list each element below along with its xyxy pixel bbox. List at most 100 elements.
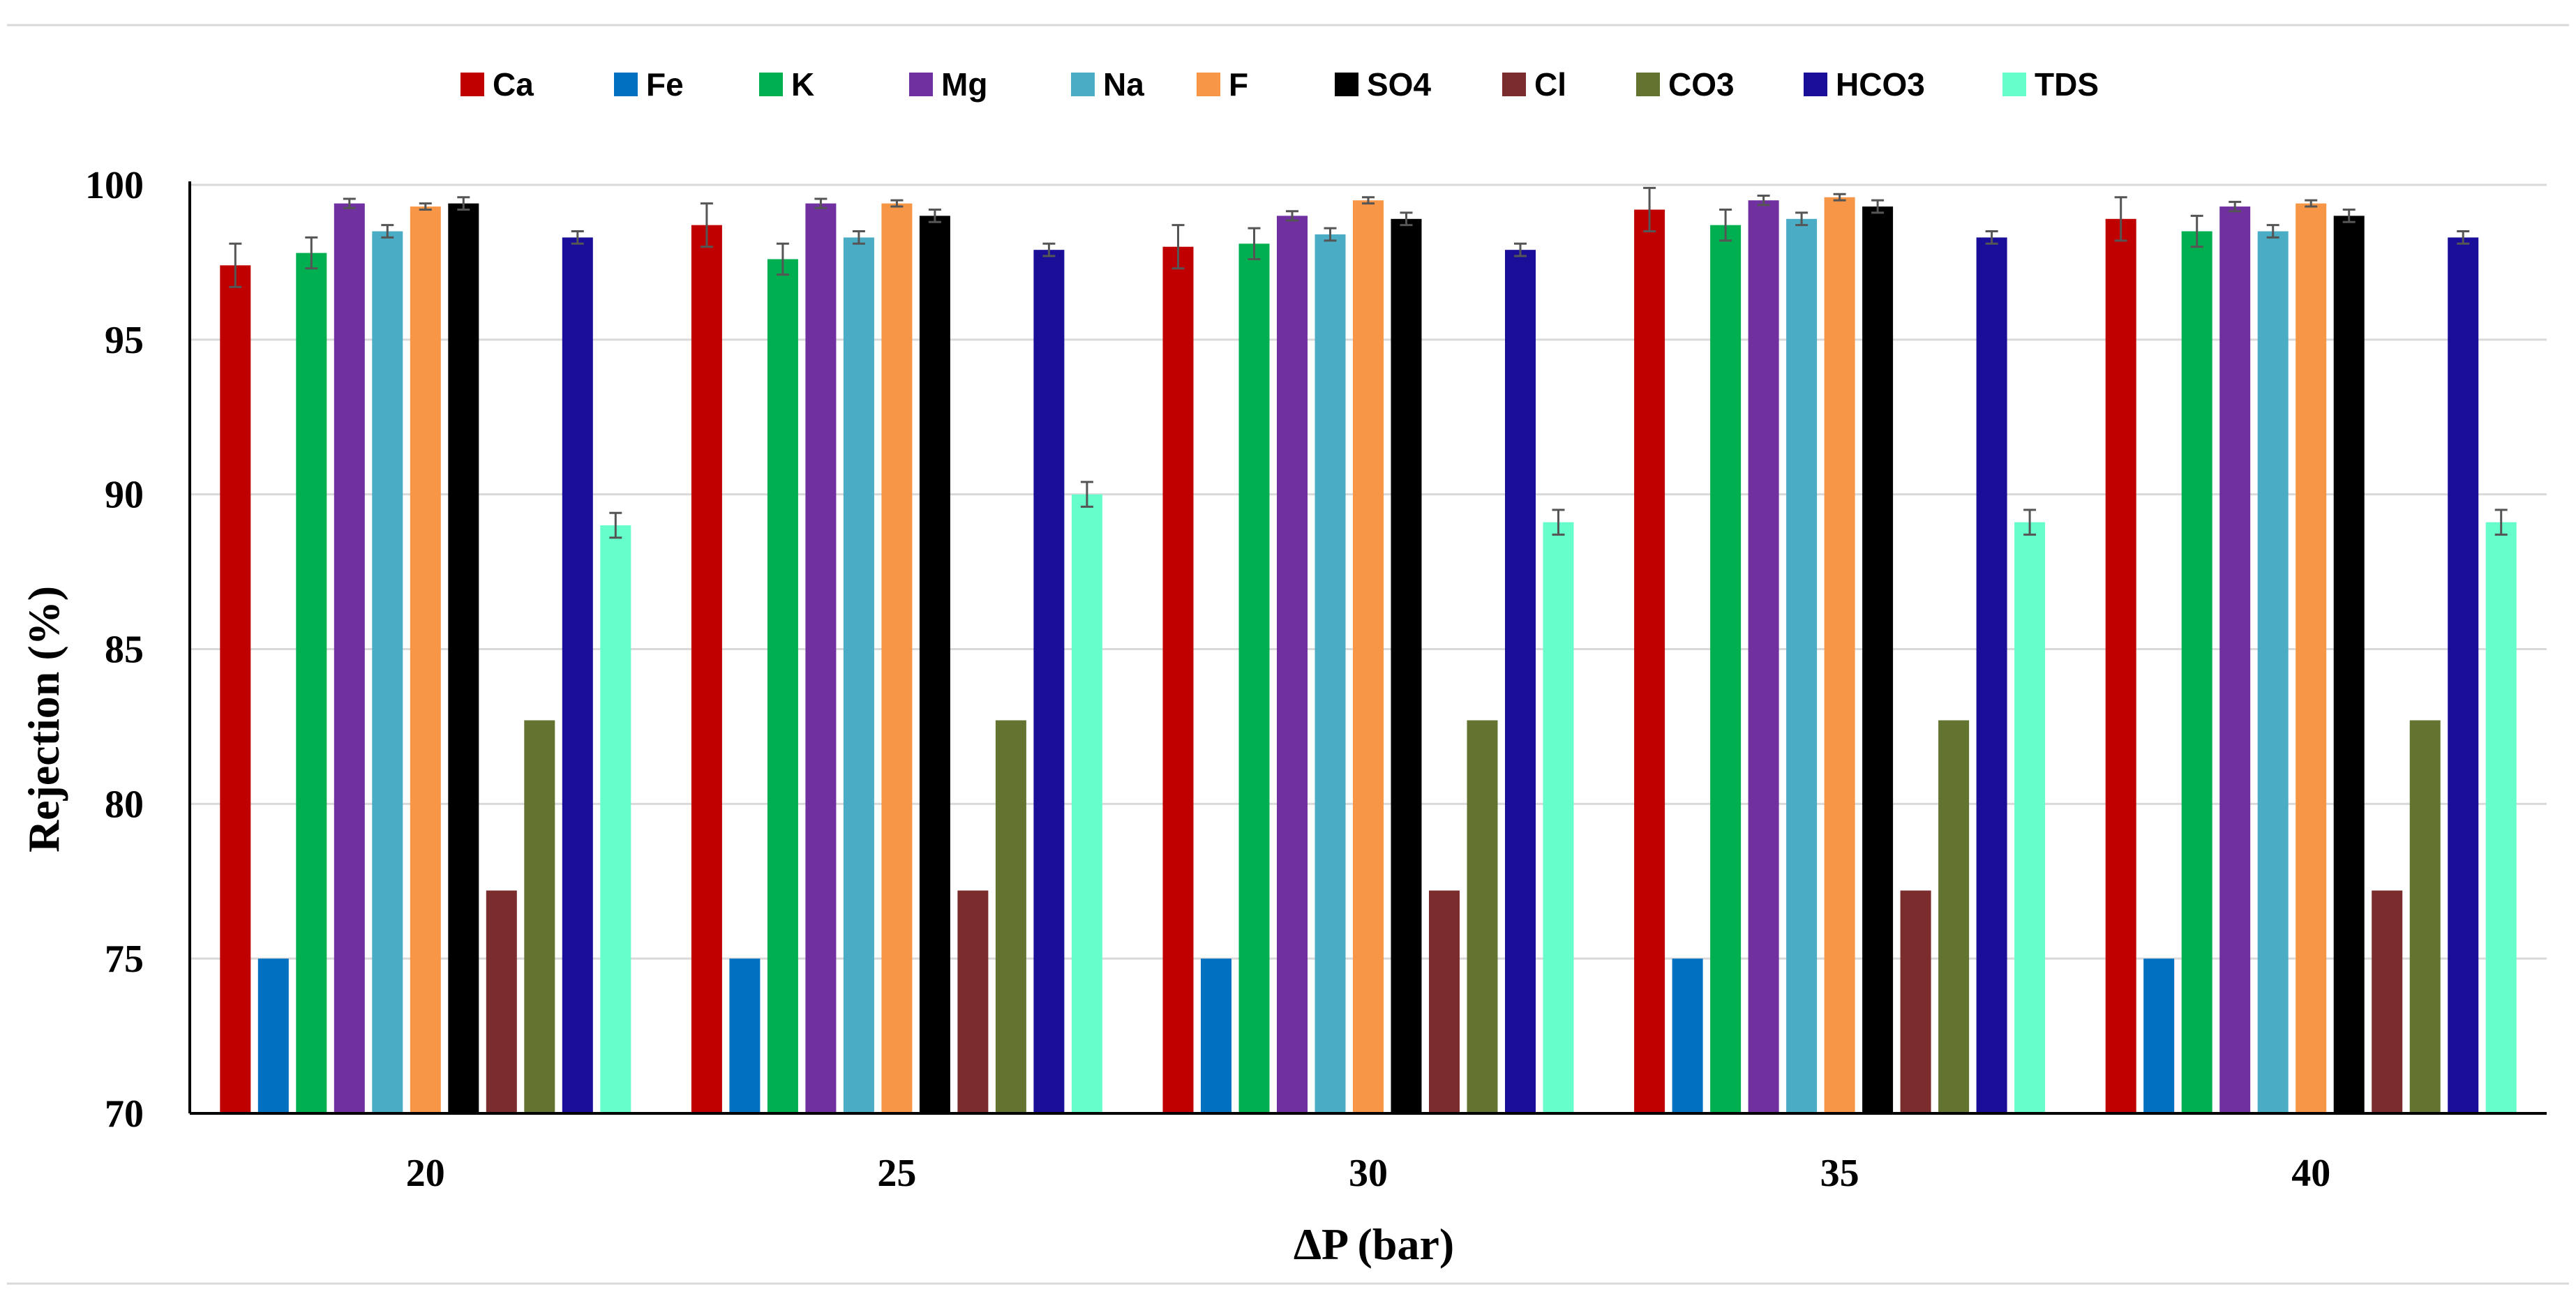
bar-cl-20: [486, 890, 517, 1113]
bar-tds-20: [600, 525, 631, 1113]
bar-hco3-30: [1505, 250, 1536, 1113]
bar-k-25: [767, 259, 798, 1114]
bar-cl-25: [957, 890, 989, 1113]
legend-label-mg: Mg: [941, 66, 987, 103]
bar-cl-30: [1429, 890, 1460, 1113]
bar-ca-25: [691, 225, 722, 1114]
x-tick-20: 20: [406, 1152, 445, 1195]
error-bar-so4-35: [1871, 199, 1885, 214]
bar-co3-35: [1938, 720, 1970, 1113]
error-bar-hco3-30: [1514, 242, 1527, 257]
error-bar-tds-20: [609, 511, 622, 539]
bar-na-20: [372, 231, 403, 1113]
x-axis-title: ΔP (bar): [1294, 1219, 1454, 1269]
bar-k-20: [296, 253, 327, 1113]
y-axis-title: Rejection (%): [19, 586, 68, 852]
bar-mg-35: [1748, 200, 1779, 1113]
bar-f-25: [881, 203, 913, 1113]
y-tick-90: 90: [105, 474, 144, 517]
bar-hco3-20: [562, 237, 593, 1113]
error-bar-tds-40: [2494, 509, 2508, 536]
bar-f-20: [410, 206, 441, 1114]
error-bar-ca-30: [1171, 224, 1185, 270]
error-bar-hco3-35: [1985, 230, 1998, 245]
bar-mg-25: [805, 203, 837, 1113]
legend-label-co3: CO3: [1668, 66, 1735, 103]
bar-fe-40: [2143, 959, 2175, 1113]
legend-swatch-tds: [2002, 73, 2026, 96]
bar-fe-30: [1201, 959, 1231, 1113]
bar-na-40: [2257, 231, 2289, 1113]
error-bar-so4-40: [2342, 208, 2356, 223]
legend-swatch-f: [1197, 73, 1220, 96]
error-bar-na-20: [381, 224, 394, 239]
y-tick-70: 70: [105, 1092, 144, 1136]
bar-hco3-40: [2448, 237, 2479, 1113]
bar-so4-25: [919, 216, 950, 1113]
bar-tds-30: [1543, 522, 1574, 1113]
bar-k-40: [2181, 231, 2212, 1113]
bar-co3-20: [524, 720, 555, 1113]
x-tick-labels: 20 25 30 35 40: [406, 1152, 2330, 1195]
x-tick-25: 25: [877, 1152, 916, 1195]
bar-f-30: [1353, 200, 1384, 1113]
legend-label-cl: Cl: [1534, 66, 1566, 103]
error-bar-tds-30: [1552, 509, 1565, 536]
error-bar-ca-35: [1643, 186, 1656, 233]
legend-label-fe: Fe: [646, 66, 684, 103]
bar-na-30: [1315, 234, 1346, 1113]
error-bar-mg-30: [1286, 210, 1298, 222]
bar-tds-40: [2485, 522, 2517, 1113]
error-bar-hco3-40: [2457, 230, 2470, 245]
bar-mg-40: [2219, 206, 2251, 1114]
error-bar-tds-25: [1080, 481, 1093, 508]
error-bar-k-35: [1719, 208, 1732, 242]
error-bar-f-40: [2305, 199, 2318, 208]
error-bar-k-25: [776, 242, 789, 276]
y-tick-85: 85: [105, 629, 144, 672]
bar-so4-40: [2333, 216, 2365, 1113]
bar-co3-25: [995, 720, 1026, 1113]
bar-na-35: [1786, 218, 1818, 1113]
legend-label-na: Na: [1103, 66, 1144, 103]
error-bar-hco3-20: [571, 230, 584, 245]
error-bars: [229, 186, 2508, 539]
bar-tds-35: [2014, 522, 2046, 1113]
bar-f-40: [2296, 203, 2327, 1113]
error-bar-mg-20: [343, 197, 356, 209]
x-tick-30: 30: [1349, 1152, 1388, 1195]
error-bar-f-25: [890, 199, 904, 208]
legend-label-so4: SO4: [1367, 66, 1431, 103]
error-bar-so4-25: [928, 208, 941, 223]
legend-swatch-ca: [460, 73, 484, 96]
bar-fe-20: [257, 959, 289, 1113]
bar-tds-25: [1071, 494, 1102, 1113]
bar-na-25: [843, 237, 874, 1113]
bar-so4-35: [1862, 206, 1894, 1114]
error-bar-na-40: [2266, 224, 2279, 239]
error-bar-mg-40: [2229, 200, 2242, 213]
bar-k-35: [1710, 225, 1742, 1114]
legend-swatch-fe: [614, 73, 638, 96]
axes: [188, 181, 2547, 1115]
y-tick-100: 100: [85, 164, 144, 207]
bar-fe-25: [729, 959, 761, 1113]
bars: [220, 197, 2517, 1114]
legend-swatch-k: [759, 73, 783, 96]
bar-fe-35: [1672, 959, 1703, 1113]
error-bar-f-30: [1362, 196, 1375, 205]
error-bar-na-25: [852, 230, 865, 245]
bar-ca-20: [220, 265, 251, 1114]
error-bar-mg-35: [1757, 195, 1770, 206]
legend-label-hco3: HCO3: [1836, 66, 1925, 103]
bar-k-30: [1238, 243, 1270, 1114]
error-bar-na-30: [1324, 227, 1337, 242]
bar-so4-30: [1391, 218, 1422, 1113]
error-bar-so4-30: [1400, 211, 1413, 227]
bar-hco3-25: [1033, 250, 1065, 1113]
error-bar-k-30: [1248, 227, 1261, 260]
bar-co3-30: [1467, 720, 1498, 1113]
error-bar-ca-20: [229, 242, 242, 288]
error-bar-hco3-25: [1042, 242, 1056, 257]
